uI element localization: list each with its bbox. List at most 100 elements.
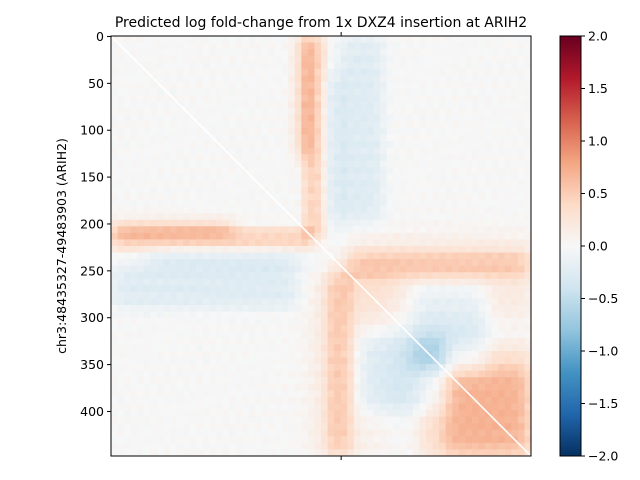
heatmap-cell [170,121,178,129]
heatmap-cell [458,390,466,398]
heatmap-cell [386,396,394,405]
heatmap-cell [471,449,480,456]
heatmap-cell [301,55,309,63]
heatmap-cell [301,311,309,319]
heatmap-cell [327,410,335,418]
heatmap-cell [386,36,394,44]
heatmap-cell [439,127,447,136]
heatmap-cell [353,180,361,188]
heatmap-cell [137,344,145,352]
heatmap-cell [504,357,512,365]
heatmap-cell [426,305,434,313]
heatmap-cell [458,318,466,326]
heatmap-cell [366,259,375,267]
heatmap-cell [426,344,434,352]
heatmap-cell [399,305,407,313]
heatmap-cell [406,337,414,346]
heatmap-cell [288,344,296,352]
heatmap-cell [347,101,355,109]
heatmap-cell [137,423,145,431]
heatmap-cell [183,88,191,96]
heatmap-cell [485,95,493,103]
heatmap-cell [465,154,473,162]
heatmap-cell [242,114,250,122]
heatmap-cell [275,36,283,44]
heatmap-cell [524,305,531,313]
heatmap-cell [399,416,407,424]
heatmap-cell [406,121,414,129]
heatmap-cell [163,147,171,155]
heatmap-cell [301,291,309,300]
heatmap-cell [517,311,526,319]
heatmap-cell [314,272,322,280]
heatmap-cell [242,173,250,181]
heatmap-cell [360,337,368,346]
heatmap-cell [209,265,217,273]
heatmap-cell [314,62,322,70]
heatmap-cell [248,68,256,76]
heatmap-cell [281,75,289,83]
heatmap-cell [124,81,132,90]
heatmap-cell [347,88,355,96]
heatmap-cell [209,318,217,326]
heatmap-cell [399,442,407,451]
heatmap-cell [465,331,473,339]
heatmap-cell [301,49,309,57]
heatmap-cell [445,311,453,319]
heatmap-cell [137,49,145,57]
heatmap-cell [334,36,342,44]
heatmap-cell [235,167,243,175]
heatmap-cell [380,134,388,142]
heatmap-cell [229,265,237,273]
heatmap-cell [261,154,270,162]
heatmap-cell [275,42,283,50]
heatmap-cell [124,377,132,385]
heatmap-cell [301,252,309,260]
heatmap-cell [426,357,434,365]
heatmap-cell [393,285,401,293]
heatmap-cell [183,357,191,365]
heatmap-cell [465,285,473,293]
heatmap-cell [275,49,283,57]
heatmap-cell [202,147,211,155]
heatmap-cell [452,121,460,129]
heatmap-cell [255,200,263,208]
heatmap-cell [393,403,401,411]
heatmap-cell [307,180,316,188]
heatmap-cell [426,291,434,300]
heatmap-cell [353,226,361,234]
heatmap-cell [268,219,276,227]
heatmap-cell [340,81,348,90]
heatmap-cell [268,324,276,332]
heatmap-cell [393,108,401,116]
heatmap-cell [163,173,171,181]
heatmap-cell [471,167,480,175]
heatmap-cell [117,396,125,405]
heatmap-cell [143,75,151,83]
heatmap-cell [439,213,447,221]
heatmap-cell [347,436,355,444]
heatmap-cell [340,311,348,319]
heatmap-cell [255,436,263,444]
heatmap-cell [471,160,480,168]
heatmap-cell [373,239,381,247]
heatmap-cell [347,429,355,437]
heatmap-cell [209,88,217,96]
heatmap-cell [524,403,531,411]
heatmap-cell [170,416,178,424]
heatmap-cell [150,351,158,359]
heatmap-cell [471,173,480,181]
heatmap-cell [366,213,375,221]
heatmap-cell [301,75,309,83]
heatmap-cell [163,55,171,63]
heatmap-cell [399,121,407,129]
heatmap-cell [137,377,145,385]
heatmap-cell [386,436,394,444]
heatmap-cell [275,167,283,175]
heatmap-cell [314,449,322,456]
heatmap-cell [170,259,178,267]
heatmap-cell [189,88,197,96]
heatmap-cell [445,278,453,286]
heatmap-cell [393,259,401,267]
heatmap-cell [491,186,499,195]
